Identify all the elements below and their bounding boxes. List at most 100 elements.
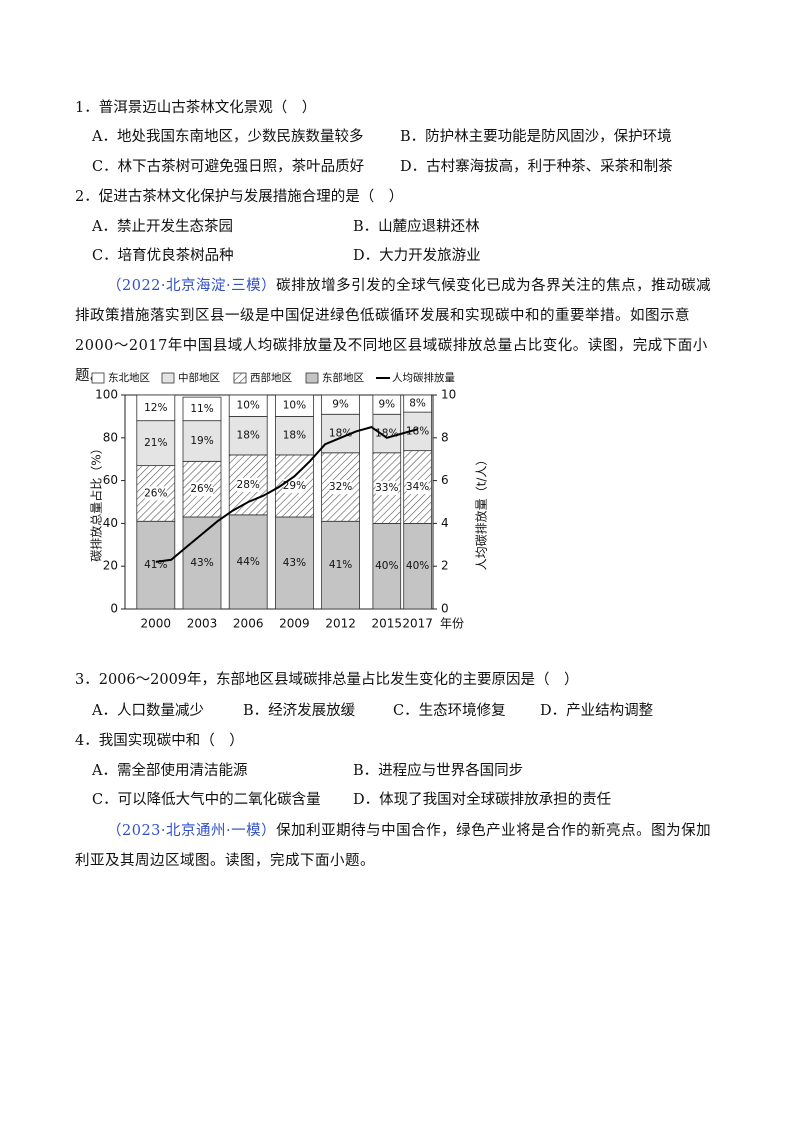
data-label: 9% (332, 399, 349, 411)
option-text: D．古村寨海拔高，利于种茶、采茶和制茶 (400, 159, 673, 175)
passage: （2022·北京海淀·三模）碳排放增多引发的全球气候变化已成为各界关注的焦点，推… (75, 271, 725, 391)
data-label: 26% (190, 483, 213, 495)
option-text: A．人口数量减少 (92, 703, 204, 719)
data-label: 43% (283, 557, 306, 569)
legend-swatch (161, 372, 175, 384)
legend-swatch (305, 372, 319, 384)
question-stem: 2．促进古茶林文化保护与发展措施合理的是（ ） (75, 187, 403, 207)
y-tick-label: 40 (103, 516, 118, 530)
label-bg (329, 480, 352, 495)
x-tick-label: 2012 (325, 617, 356, 631)
option: B．经济发展放缓 (243, 701, 355, 721)
data-label: 29% (283, 480, 306, 492)
data-label: 10% (237, 400, 260, 412)
option: C．林下古茶树可避免强日照，茶叶品质好 (92, 157, 364, 177)
label-bg (406, 480, 429, 495)
option-text: D．产业结构调整 (540, 703, 654, 719)
bar-segment (321, 394, 361, 415)
option-text: C．培育优良茶树品种 (92, 248, 234, 264)
data-label: 9% (378, 399, 395, 411)
bar-segment (182, 516, 222, 610)
question-number: 2． (75, 189, 99, 205)
question-stem: 3．2006～2009年，东部地区县域碳排总量占比发生变化的主要原因是（ ） (75, 670, 579, 690)
question-text: 2006～2009年，东部地区县域碳排总量占比发生变化的主要原因是（ ） (98, 672, 579, 688)
option-text: B．防护林主要功能是防风固沙，保护环境 (400, 129, 672, 145)
data-label: 40% (406, 560, 429, 572)
y-tick-label: 60 (103, 473, 118, 487)
option-text: B．经济发展放缓 (243, 703, 356, 719)
x-tick-label: 2003 (187, 617, 218, 631)
option: D．大力开发旅游业 (353, 246, 481, 266)
data-label: 43% (190, 557, 213, 569)
bar-segment (372, 394, 402, 415)
y2-tick-label: 6 (441, 473, 449, 487)
option: D．产业结构调整 (540, 701, 653, 721)
option: C．生态环境修复 (393, 701, 506, 721)
option-text: B．山麓应退耕还林 (353, 219, 480, 235)
x-tick-label: 2015 (372, 617, 403, 631)
option: D．古村寨海拔高，利于种茶、采茶和制茶 (400, 157, 673, 177)
label-bg (191, 482, 213, 497)
y2-axis-label: 人均碳排放量（t/人） (474, 454, 489, 571)
bar-segment (136, 394, 176, 422)
data-label: 12% (144, 402, 167, 414)
bar-segment (136, 465, 176, 522)
option: A．需全部使用清洁能源 (92, 761, 247, 781)
y2-tick-label: 0 (441, 602, 449, 616)
option: B．进程应与世界各国同步 (353, 761, 523, 781)
question-text: 普洱景迈山古茶林文化景观（ ） (98, 100, 317, 116)
y2-tick-label: 10 (441, 388, 456, 402)
bar-segment (228, 394, 268, 417)
option-text: C．可以降低大气中的二氧化碳含量 (92, 792, 321, 808)
data-label: 44% (237, 556, 260, 568)
label-bg (375, 481, 398, 496)
chart: 0 20 40 60 80 100 0 2 4 6 8 10 碳排放总量占比（%） 人均碳排放量（t/人）… (89, 371, 489, 631)
option-text: D．体现了我国对全球碳排放承担的责任 (353, 792, 612, 808)
data-label: 41% (144, 559, 167, 571)
bar-segment (274, 516, 314, 610)
bar-segment (321, 520, 361, 610)
data-label: 40% (375, 560, 398, 572)
passage: （2023·北京通州·一模）保加利亚期待与中国合作，绿色产业将是合作的新亮点。图… (75, 816, 725, 876)
label-bg (237, 477, 260, 492)
bar-segment (274, 394, 314, 417)
option: B．山麓应退耕还林 (353, 217, 480, 237)
bar-segment (403, 394, 432, 413)
data-label: 8% (409, 398, 426, 410)
data-label: 18% (329, 428, 352, 440)
option: A．地处我国东南地区，少数民族数量较多 (92, 127, 363, 147)
y2-tick-label: 8 (441, 430, 449, 444)
option-text: C．林下古茶树可避免强日照，茶叶品质好 (92, 159, 365, 175)
x-tick-label: 2000 (141, 617, 172, 631)
bar-segment (136, 420, 176, 467)
data-label: 18% (283, 430, 306, 442)
data-label: 33% (375, 482, 398, 494)
line-series (155, 426, 418, 563)
question-number: 1． (75, 100, 99, 116)
data-label: 28% (237, 479, 260, 491)
option-text: B．进程应与世界各国同步 (353, 763, 524, 779)
legend-label: 中部地区 (178, 371, 220, 384)
question-stem: 4．我国实现碳中和（ ） (75, 731, 244, 751)
option: B．防护林主要功能是防风固沙，保护环境 (400, 127, 672, 147)
x-tick-label: 2009 (279, 617, 310, 631)
bar-segment (182, 396, 222, 422)
y-tick-label: 0 (110, 602, 118, 616)
question-number: 4． (75, 733, 99, 749)
question-text: 我国实现碳中和（ ） (98, 733, 244, 749)
legend-label: 人均碳排放量 (392, 371, 455, 384)
bar-segment (372, 522, 402, 610)
legend-label: 东部地区 (322, 371, 364, 384)
data-label: 10% (283, 400, 306, 412)
legend-swatch (233, 372, 247, 384)
y2-tick-label: 2 (441, 559, 449, 573)
option-text: A．需全部使用清洁能源 (92, 763, 248, 779)
option-text: A．地处我国东南地区，少数民族数量较多 (92, 129, 364, 145)
y-axis-label: 碳排放总量占比（%） (89, 442, 104, 561)
question-stem: 1．普洱景迈山古茶林文化景观（ ） (75, 98, 316, 118)
y-tick-label: 80 (103, 430, 118, 444)
option: C．培育优良茶树品种 (92, 246, 234, 266)
data-label: 26% (144, 487, 167, 499)
bar-segment (136, 520, 176, 610)
